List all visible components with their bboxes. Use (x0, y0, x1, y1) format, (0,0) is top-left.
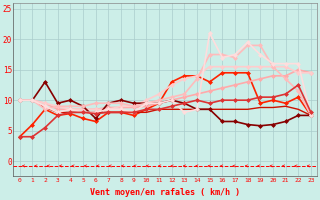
X-axis label: Vent moyen/en rafales ( km/h ): Vent moyen/en rafales ( km/h ) (90, 188, 240, 197)
